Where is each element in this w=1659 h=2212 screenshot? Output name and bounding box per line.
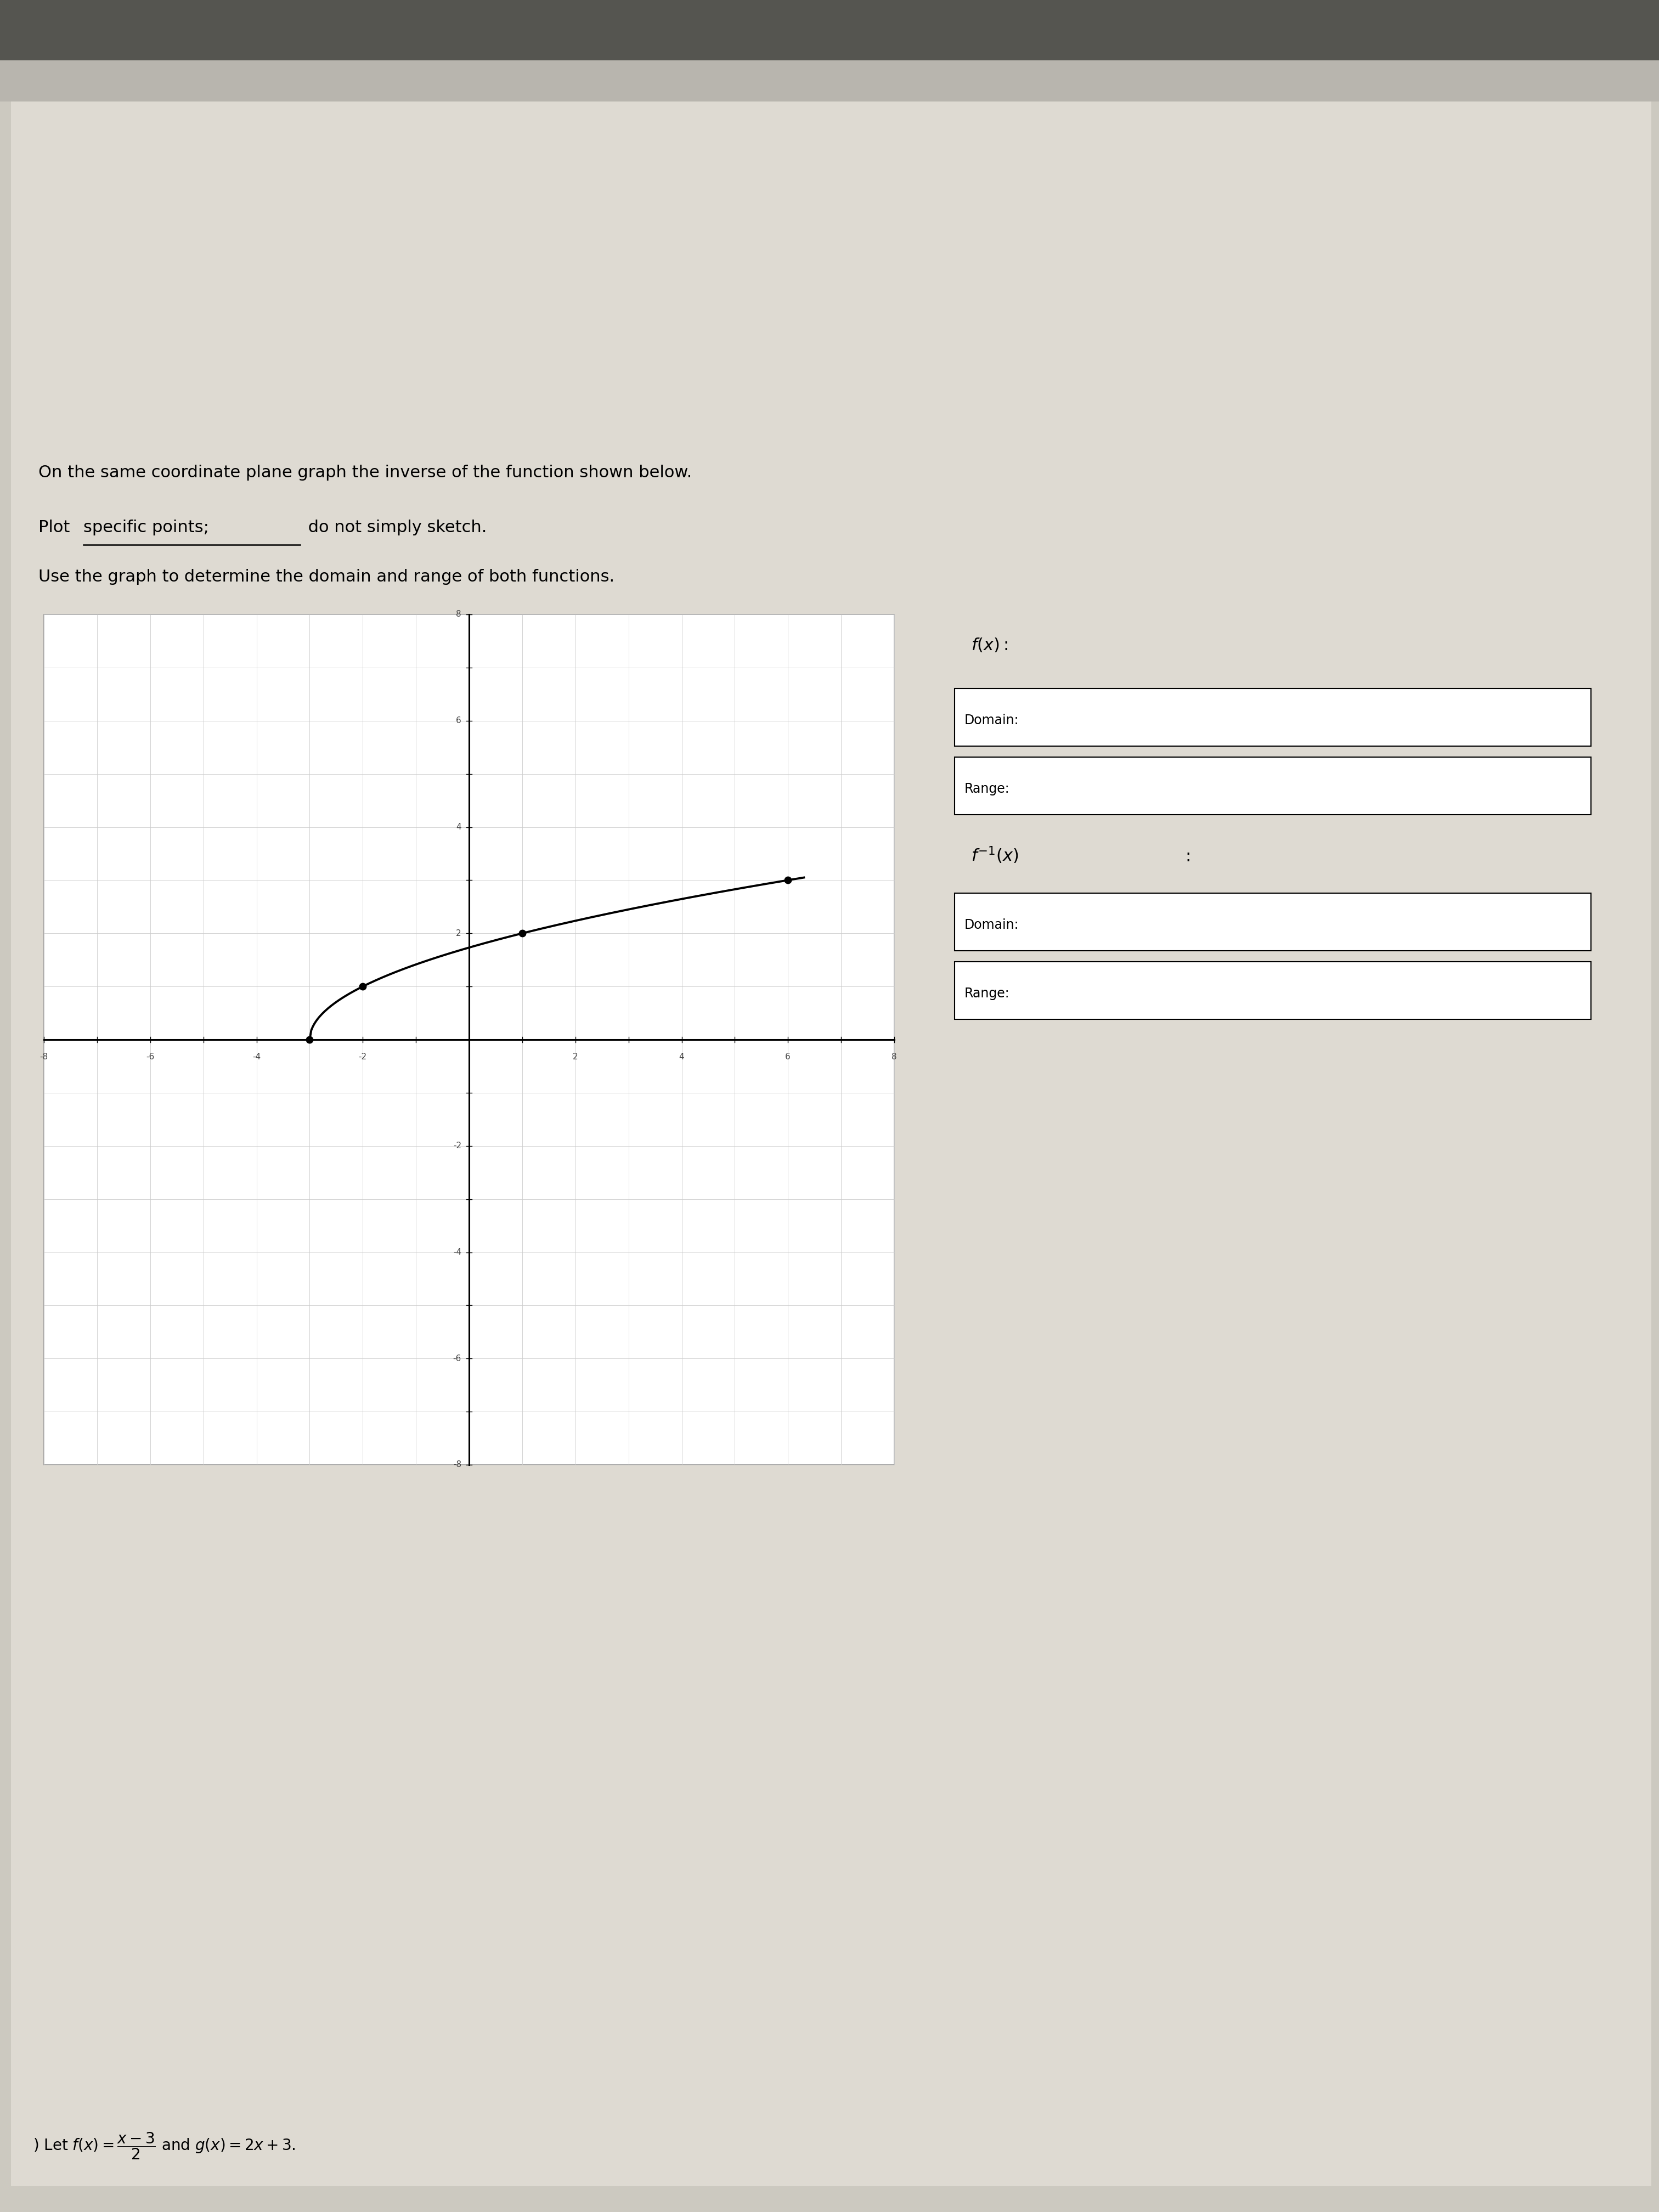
Text: -8: -8: [40, 1053, 48, 1062]
Text: 8: 8: [456, 611, 461, 619]
Text: 6: 6: [456, 717, 461, 726]
Bar: [954, 757, 1591, 814]
Text: Domain:: Domain:: [964, 918, 1019, 931]
Text: 8: 8: [891, 1053, 898, 1062]
Text: -6: -6: [146, 1053, 154, 1062]
Text: $f(x):$: $f(x):$: [971, 637, 1009, 655]
Bar: [0, 60, 1659, 102]
Text: -4: -4: [453, 1248, 461, 1256]
Text: -8: -8: [453, 1460, 461, 1469]
Text: Plot: Plot: [38, 520, 75, 535]
Text: 2: 2: [572, 1053, 577, 1062]
Text: Domain:: Domain:: [964, 714, 1019, 728]
Text: do not simply sketch.: do not simply sketch.: [304, 520, 486, 535]
Text: On the same coordinate plane graph the inverse of the function shown below.: On the same coordinate plane graph the i…: [38, 465, 692, 480]
Text: -6: -6: [453, 1354, 461, 1363]
Text: :: :: [1185, 849, 1191, 865]
Text: specific points;: specific points;: [83, 520, 209, 535]
Bar: [954, 688, 1591, 745]
Bar: [0, 0, 1659, 60]
Text: $f^{-1}(x)$: $f^{-1}(x)$: [971, 845, 1019, 865]
Text: 4: 4: [679, 1053, 684, 1062]
Text: 4: 4: [456, 823, 461, 832]
Text: 6: 6: [785, 1053, 791, 1062]
Text: Range:: Range:: [964, 783, 1010, 796]
Text: -2: -2: [358, 1053, 367, 1062]
Bar: [954, 962, 1591, 1020]
Text: -4: -4: [252, 1053, 260, 1062]
Text: ) Let $f(x) = \dfrac{x-3}{2}$ and $g(x) = 2x+3$.: ) Let $f(x) = \dfrac{x-3}{2}$ and $g(x) …: [33, 2130, 295, 2161]
Bar: [43, 615, 894, 1464]
Text: Use the graph to determine the domain and range of both functions.: Use the graph to determine the domain an…: [38, 568, 614, 584]
Text: Range:: Range:: [964, 987, 1010, 1000]
Text: -2: -2: [453, 1141, 461, 1150]
Text: 2: 2: [456, 929, 461, 938]
Bar: [954, 894, 1591, 951]
